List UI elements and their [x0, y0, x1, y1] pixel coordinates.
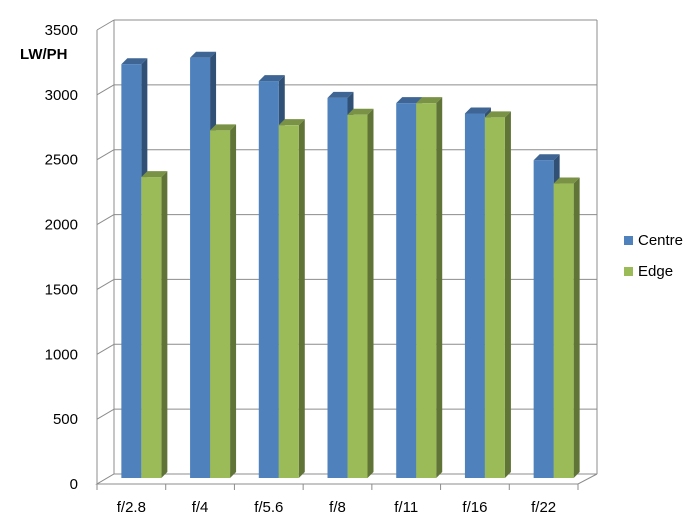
bar-side: [573, 177, 580, 478]
bar-edge-f56: [278, 119, 305, 479]
x-tick-label: f/4: [192, 499, 209, 516]
bar-edge-f8: [347, 108, 374, 479]
bar-top: [258, 75, 285, 82]
gridline-side: [96, 278, 115, 290]
y-tick-label: 500: [53, 411, 78, 428]
bar-top: [190, 51, 217, 58]
bar-side: [230, 124, 237, 478]
y-tick-label: 2500: [45, 152, 78, 169]
bar-edge-f4: [210, 124, 237, 478]
legend-label-edge: Edge: [638, 262, 674, 280]
bar-top: [278, 119, 305, 126]
legend-item-centre: Centre: [624, 231, 683, 249]
bar-edge-f16: [484, 111, 511, 478]
bar-top: [396, 97, 423, 104]
bar-front: [327, 97, 348, 479]
x-tick-label: f/22: [531, 499, 556, 516]
x-axis-ticks: f/2.8 f/4 f/5.6 f/8 f/11 f/16 f/22: [96, 484, 579, 516]
bar-front: [278, 125, 299, 479]
bar-front: [416, 103, 437, 478]
gridline-side: [96, 149, 115, 161]
bar-front: [141, 177, 162, 478]
y-axis-label: LW/PH: [20, 46, 68, 63]
y-tick-label: 3500: [45, 22, 78, 39]
legend-swatch-edge: [624, 266, 633, 276]
bar-top: [464, 107, 491, 114]
y-tick-label: 3000: [45, 87, 78, 104]
x-tick-label: f/5.6: [254, 499, 283, 516]
gridline-side: [96, 408, 115, 420]
bar-front: [396, 103, 417, 478]
gridline-side: [96, 214, 115, 226]
legend-item-edge: Edge: [624, 262, 683, 280]
x-tick-label: f/11: [394, 499, 418, 516]
bar-edge-f28: [141, 171, 168, 478]
bars: [121, 51, 580, 479]
y-tick-label: 2000: [45, 217, 78, 234]
legend: Centre Edge: [624, 231, 683, 293]
bar-front: [553, 183, 574, 478]
bar-front: [533, 160, 554, 478]
bar-front: [190, 57, 211, 479]
y-tick-label: 1500: [45, 281, 78, 298]
x-tick-label: f/16: [462, 499, 487, 516]
gridline-side: [96, 343, 115, 355]
bar-top: [141, 171, 168, 178]
y-tick-label: 0: [70, 476, 78, 493]
bar-front: [258, 81, 279, 479]
bar-front: [464, 113, 485, 478]
x-tick-label: f/2.8: [117, 499, 146, 516]
gridline-side: [96, 19, 115, 31]
y-axis-ticks: 0 500 1000 1500 2000 2500 3000 3500: [45, 22, 78, 493]
bar-side: [436, 97, 443, 478]
bar-edge-f22: [553, 177, 580, 478]
legend-swatch-centre: [624, 235, 633, 245]
bar-front: [484, 117, 505, 478]
bar-top: [347, 108, 374, 115]
bar-top: [327, 91, 354, 98]
legend-label-centre: Centre: [638, 231, 684, 249]
bar-top: [416, 97, 443, 104]
x-tick-label: f/8: [329, 499, 346, 516]
bar-side: [504, 111, 511, 478]
bar-front: [347, 114, 368, 479]
bar-top: [121, 58, 148, 65]
bar-front: [121, 64, 142, 478]
bar-top: [553, 177, 580, 184]
bar-front: [210, 130, 231, 478]
bar-top: [484, 111, 511, 118]
bar-side: [367, 108, 374, 479]
bar-side: [298, 119, 305, 479]
bar-top: [533, 154, 560, 161]
y-tick-label: 1000: [45, 346, 78, 363]
gridline-side: [96, 84, 115, 96]
bar-edge-f11: [416, 97, 443, 478]
bar-top: [210, 124, 237, 131]
bar-side: [161, 171, 168, 478]
